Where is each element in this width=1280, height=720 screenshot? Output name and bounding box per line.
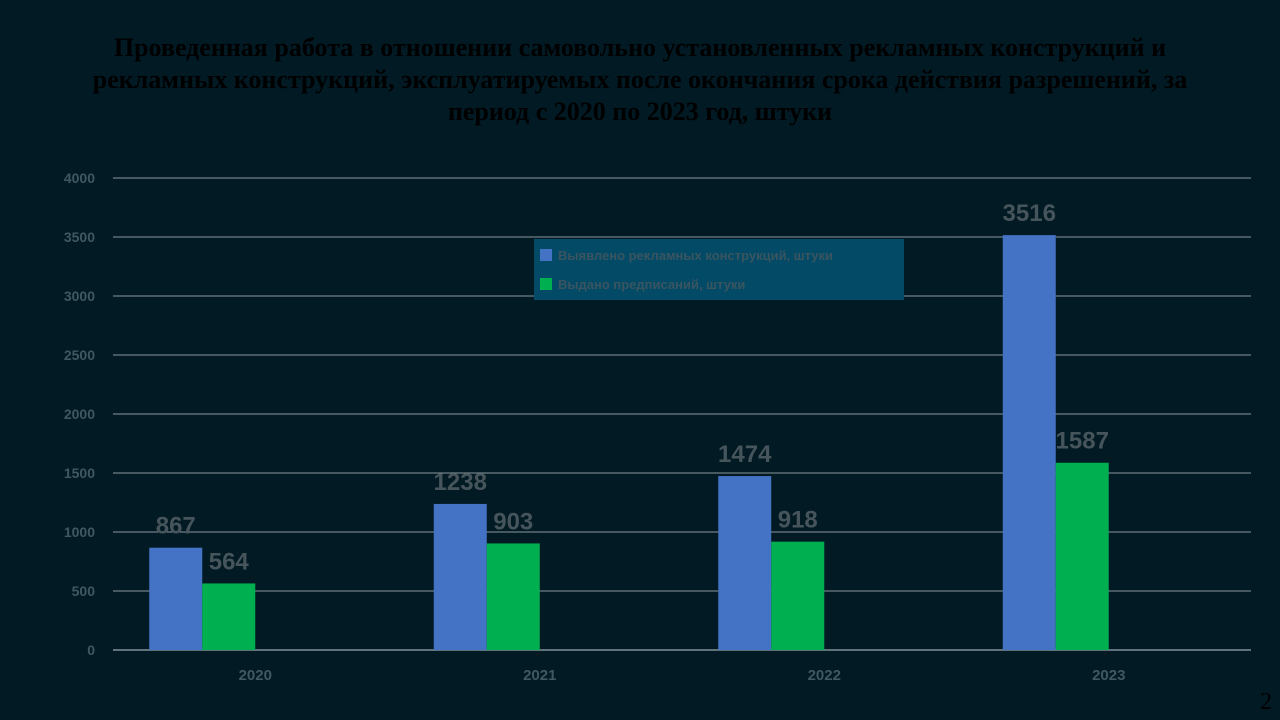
chart-legend: Выявлено рекламных конструкций, штуки Вы… bbox=[534, 239, 904, 300]
bar-2023-0 bbox=[1002, 235, 1056, 650]
bar-2020-1 bbox=[202, 583, 256, 650]
legend-swatch-orders bbox=[540, 278, 552, 290]
data-label: 1587 bbox=[1056, 428, 1109, 455]
bar-2022-1 bbox=[771, 541, 825, 650]
bar-2023-1 bbox=[1055, 462, 1109, 650]
data-label: 918 bbox=[778, 507, 818, 534]
bar-2022-0 bbox=[718, 476, 772, 650]
legend-label-orders: Выдано предписаний, штуки bbox=[558, 276, 746, 292]
legend-swatch-detected bbox=[540, 249, 552, 261]
data-label: 903 bbox=[493, 508, 533, 535]
chart-title: Проведенная работа в отношении самовольн… bbox=[92, 33, 1188, 126]
y-tick-label: 0 bbox=[87, 642, 95, 658]
slide-number: 2 bbox=[1260, 689, 1272, 715]
y-tick-label: 4000 bbox=[64, 170, 95, 186]
x-tick-label: 2022 bbox=[808, 667, 841, 684]
y-tick-label: 1000 bbox=[64, 524, 95, 540]
x-tick-label: 2021 bbox=[523, 667, 556, 684]
x-tick-label: 2020 bbox=[239, 667, 272, 684]
data-label: 1474 bbox=[718, 441, 772, 468]
bar-2021-1 bbox=[486, 543, 540, 650]
y-tick-label: 1500 bbox=[64, 465, 95, 481]
bar-2021-0 bbox=[433, 503, 487, 650]
y-tick-label: 2000 bbox=[64, 406, 95, 422]
y-tick-label: 3500 bbox=[64, 229, 95, 245]
data-label: 1238 bbox=[434, 469, 487, 496]
legend-item-orders: Выдано предписаний, штуки bbox=[540, 274, 745, 294]
data-label: 3516 bbox=[1003, 200, 1056, 227]
legend-label-detected: Выявлено рекламных конструкций, штуки bbox=[558, 247, 834, 263]
x-tick-label: 2023 bbox=[1092, 667, 1125, 684]
data-label: 867 bbox=[156, 513, 196, 540]
y-tick-label: 500 bbox=[72, 583, 96, 599]
legend-item-detected: Выявлено рекламных конструкций, штуки bbox=[540, 245, 833, 265]
data-label: 564 bbox=[209, 548, 250, 575]
bar-2020-0 bbox=[149, 547, 203, 650]
y-tick-label: 2500 bbox=[64, 347, 95, 363]
y-tick-label: 3000 bbox=[64, 288, 95, 304]
